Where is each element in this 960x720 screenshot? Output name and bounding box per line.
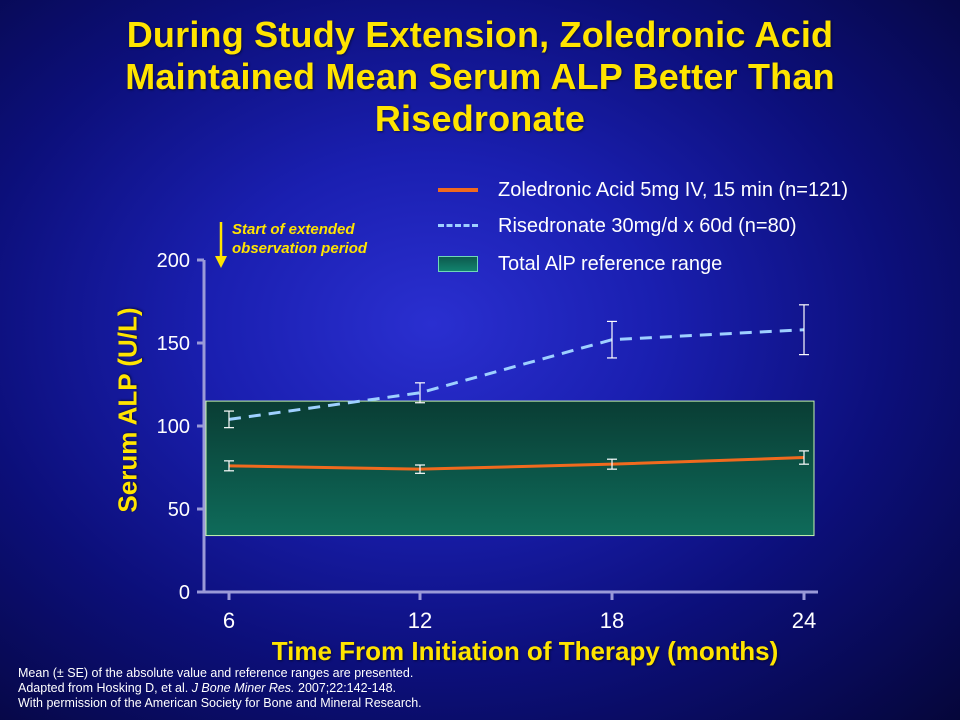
footnote-citation-year: 2007;22:142-148.	[294, 681, 397, 695]
series-line-zoledronic	[228, 456, 805, 471]
y-axis-label: Serum ALP (U/L)	[112, 307, 143, 513]
legend-label-reference-range: Total AlP reference range	[498, 252, 723, 275]
footnote-journal: J Bone Miner Res.	[191, 681, 295, 695]
y-tick-label-200: 200	[157, 250, 190, 272]
footnote-line-2: Adapted from Hosking D, et al. J Bone Mi…	[18, 681, 422, 696]
footnote-citation: Adapted from Hosking D, et al.	[18, 681, 192, 695]
down-arrow-icon	[215, 222, 227, 268]
y-tick-label-0: 0	[179, 582, 190, 604]
x-tick-label-12: 12	[408, 608, 432, 633]
x-tick-label-18: 18	[600, 608, 624, 633]
legend-label-zoledronic: Zoledronic Acid 5mg IV, 15 min (n=121)	[498, 178, 849, 201]
legend-swatch-zoledronic	[438, 180, 482, 200]
annotation-line-2: observation period	[232, 240, 368, 257]
x-tick-label-24: 24	[792, 608, 816, 633]
legend-swatch-risedronate	[438, 216, 482, 236]
title-line-1: During Study Extension, Zoledronic Acid	[126, 14, 834, 55]
title-line-2: Maintained Mean Serum ALP Better Than	[125, 56, 835, 97]
slide-title: During Study Extension, Zoledronic Acid …	[20, 14, 940, 140]
y-tick-label-150: 150	[157, 333, 190, 355]
title-line-3: Risedronate	[374, 98, 586, 139]
footnote: Mean (± SE) of the absolute value and re…	[18, 666, 422, 711]
legend-item-risedronate: Risedronate 30mg/d x 60d (n=80)	[438, 214, 797, 238]
series-line-risedronate	[228, 328, 805, 421]
y-tick-label-100: 100	[157, 416, 190, 438]
legend-item-reference-range: Total AlP reference range	[438, 252, 722, 276]
legend-swatch-reference-range	[438, 254, 482, 274]
legend-label-risedronate: Risedronate 30mg/d x 60d (n=80)	[498, 214, 797, 237]
extended-observation-annotation: Start of extended observation period	[232, 220, 367, 258]
y-tick-label-50: 50	[168, 499, 190, 521]
footnote-line-1: Mean (± SE) of the absolute value and re…	[18, 666, 414, 680]
x-axis-label: Time From Initiation of Therapy (months)	[271, 636, 779, 666]
annotation-line-1: Start of extended	[232, 221, 355, 238]
legend-item-zoledronic: Zoledronic Acid 5mg IV, 15 min (n=121)	[438, 178, 848, 202]
footnote-line-3: With permission of the American Society …	[18, 696, 422, 710]
x-tick-label-6: 6	[223, 608, 235, 633]
